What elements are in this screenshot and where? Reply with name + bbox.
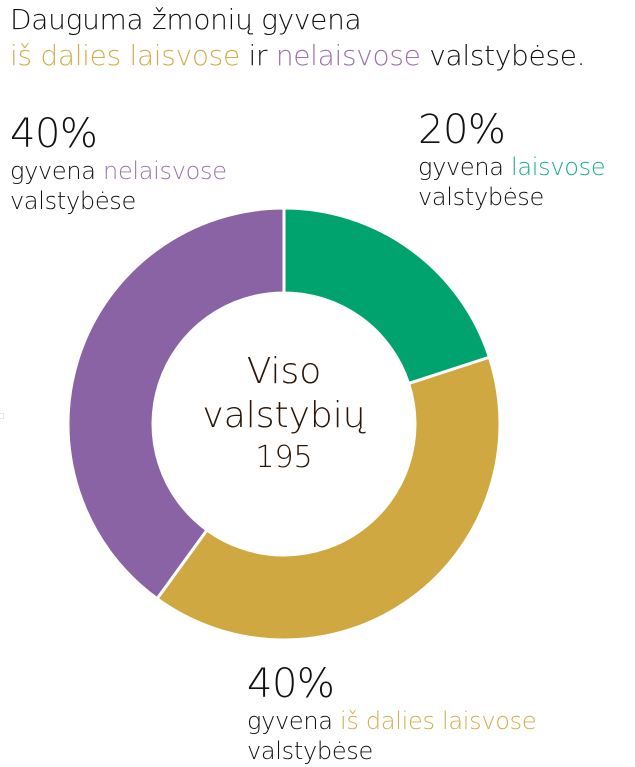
title-line-1: Dauguma žmonių gyvena (10, 3, 362, 36)
label-accent-partly-free: iš dalies laisvose (340, 707, 537, 735)
label-partly-free-line1: gyvena iš dalies laisvose (247, 706, 537, 736)
label-not-free-line2: valstybėse (10, 187, 136, 215)
label-accent-free: laisvose (511, 153, 606, 181)
pct-not-free: 40% (10, 111, 98, 157)
center-label-line1: Viso (246, 351, 322, 392)
center-label-line2: valstybių (202, 395, 366, 436)
donut-segment-iš-dalies-laisvose (154, 355, 502, 642)
donut-segment-nelaisvose (66, 206, 286, 601)
title-and: ir (239, 39, 276, 72)
chart-title: Dauguma žmonių gyvena iš dalies laisvose… (10, 2, 586, 74)
pct-free: 20% (418, 107, 506, 153)
donut-segment-laisvose (282, 206, 492, 386)
label-free-line1: gyvena laisvose (418, 152, 606, 182)
label-free-line2: valstybėse (418, 183, 544, 211)
center-total-value: 195 (255, 440, 313, 475)
donut-segments (66, 206, 502, 642)
label-not-free: 40% gyvena nelaisvose valstybėse (10, 112, 227, 216)
label-free: 20% gyvena laisvose valstybėse (418, 107, 606, 212)
title-states: valstybėse. (420, 39, 586, 72)
label-accent-not-free: nelaisvose (103, 157, 227, 185)
title-partly-free: iš dalies laisvose (10, 39, 240, 72)
label-partly-free: 40% gyvena iš dalies laisvose valstybėse (247, 661, 537, 766)
title-line-2: iš dalies laisvose ir nelaisvose valstyb… (10, 38, 586, 74)
label-prefix: gyvena (418, 153, 512, 181)
label-partly-free-line2: valstybėse (247, 737, 373, 765)
label-prefix: gyvena (10, 157, 104, 185)
pct-partly-free: 40% (247, 661, 335, 707)
label-prefix: gyvena (247, 707, 341, 735)
edge-marker (0, 413, 4, 419)
title-not-free: nelaisvose (275, 39, 421, 72)
label-not-free-line1: gyvena nelaisvose (10, 156, 227, 186)
